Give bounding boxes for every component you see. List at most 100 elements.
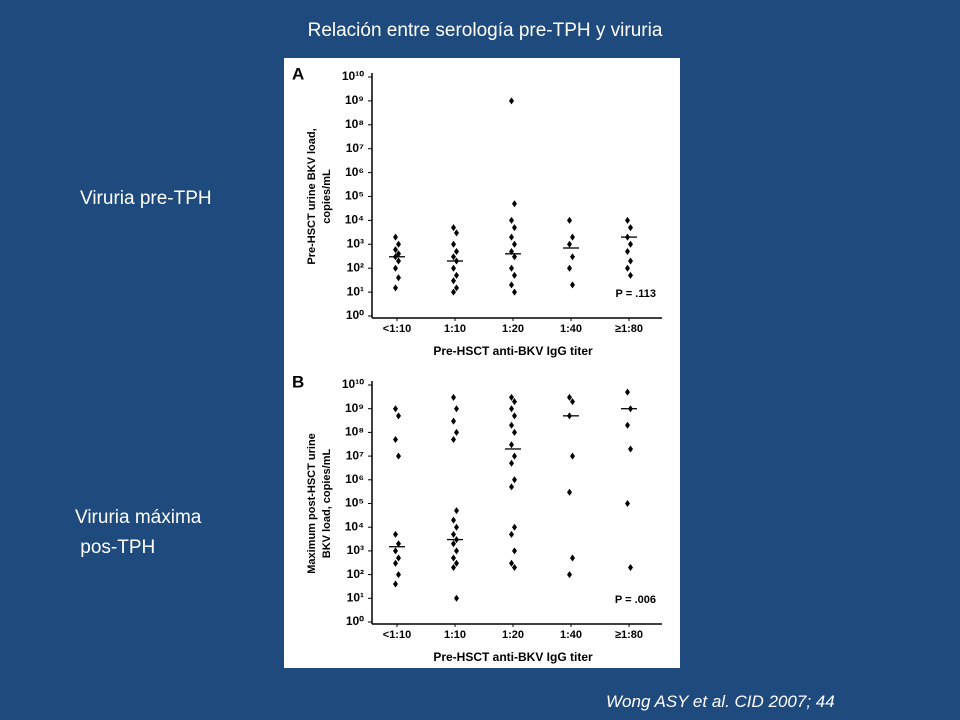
data-point — [454, 559, 459, 567]
x-tick-label: 1:40 — [560, 629, 582, 641]
data-point — [512, 547, 517, 555]
y-axis-label: Pre-HSCT urine BKV load, — [306, 128, 318, 264]
data-point — [512, 412, 517, 420]
data-point — [628, 257, 633, 265]
data-point — [454, 405, 459, 413]
x-tick-label: ≥1:80 — [615, 629, 643, 641]
panel-label: A — [292, 64, 304, 83]
y-tick-label: 10⁷ — [346, 141, 364, 155]
data-point — [512, 240, 517, 248]
data-point — [509, 264, 514, 272]
data-point — [454, 428, 459, 436]
y-tick-label: 10¹⁰ — [342, 377, 364, 391]
y-tick-label: 10⁰ — [346, 614, 364, 628]
data-point — [454, 271, 459, 279]
data-point — [509, 393, 514, 401]
data-point — [512, 563, 517, 571]
data-point — [396, 412, 401, 420]
data-point — [567, 240, 572, 248]
data-point — [451, 436, 456, 444]
data-point — [567, 216, 572, 224]
data-point — [512, 452, 517, 460]
x-axis-label: Pre-HSCT anti-BKV IgG titer — [433, 650, 593, 664]
data-point — [570, 452, 575, 460]
data-point — [512, 288, 517, 296]
data-point — [628, 563, 633, 571]
data-point — [454, 229, 459, 237]
data-point — [396, 540, 401, 548]
annotation: P = .113 — [616, 288, 656, 300]
panel-label: B — [292, 372, 304, 391]
data-point — [393, 530, 398, 538]
x-tick-label: 1:20 — [502, 629, 524, 641]
y-axis-label: copies/mL — [321, 169, 333, 224]
data-point — [625, 264, 630, 272]
x-axis-label: Pre-HSCT anti-BKV IgG titer — [433, 344, 593, 358]
data-point — [567, 264, 572, 272]
data-point — [454, 507, 459, 515]
y-axis-label: BKV load, copies/mL — [321, 449, 333, 559]
data-point — [451, 240, 456, 248]
y-tick-label: 10⁶ — [345, 165, 364, 179]
data-point — [509, 459, 514, 467]
data-point — [451, 224, 456, 232]
data-point — [451, 554, 456, 562]
data-point — [454, 547, 459, 555]
row-label: pos-TPH — [75, 537, 156, 558]
y-tick-label: 10⁹ — [345, 401, 364, 415]
y-tick-label: 10⁹ — [345, 93, 364, 107]
y-tick-label: 10⁸ — [345, 117, 364, 131]
data-point — [393, 233, 398, 241]
data-point — [509, 483, 514, 491]
data-point — [509, 281, 514, 289]
data-point — [451, 417, 456, 425]
data-point — [512, 476, 517, 484]
data-point — [454, 247, 459, 255]
data-point — [567, 571, 572, 579]
data-point — [628, 271, 633, 279]
data-point — [393, 580, 398, 588]
data-point — [628, 224, 633, 232]
data-point — [396, 554, 401, 562]
y-tick-label: 10³ — [347, 543, 364, 557]
data-point — [451, 540, 456, 548]
data-point — [509, 441, 514, 449]
data-point — [512, 200, 517, 208]
data-point — [451, 530, 456, 538]
x-tick-label: 1:40 — [560, 323, 582, 335]
data-point — [512, 398, 517, 406]
y-tick-label: 10⁵ — [345, 496, 364, 510]
row-label: Viruria máxima — [75, 507, 202, 528]
data-point — [454, 594, 459, 602]
data-point — [451, 563, 456, 571]
y-tick-label: 10¹⁰ — [342, 69, 364, 83]
data-point — [512, 428, 517, 436]
data-point — [509, 559, 514, 567]
y-tick-label: 10² — [347, 260, 364, 274]
data-point — [393, 405, 398, 413]
data-point — [396, 240, 401, 248]
x-tick-label: 1:10 — [444, 323, 466, 335]
y-tick-label: 10⁴ — [345, 213, 364, 227]
data-point — [396, 571, 401, 579]
data-point — [396, 257, 401, 265]
y-tick-label: 10³ — [347, 236, 364, 250]
data-point — [454, 284, 459, 292]
x-tick-label: 1:20 — [502, 323, 524, 335]
y-tick-label: 10⁰ — [346, 308, 364, 322]
slide-title: Relación entre serología pre-TPH y virur… — [307, 20, 663, 41]
data-point — [512, 253, 517, 261]
data-point — [625, 421, 630, 429]
data-point — [628, 240, 633, 248]
data-point — [451, 393, 456, 401]
data-point — [509, 405, 514, 413]
data-point — [396, 452, 401, 460]
data-point — [393, 436, 398, 444]
x-tick-label: <1:10 — [383, 323, 411, 335]
y-tick-label: 10⁸ — [345, 425, 364, 439]
data-point — [625, 388, 630, 396]
y-tick-label: 10¹ — [347, 284, 364, 298]
data-point — [570, 253, 575, 261]
data-point — [396, 250, 401, 258]
data-point — [451, 277, 456, 285]
